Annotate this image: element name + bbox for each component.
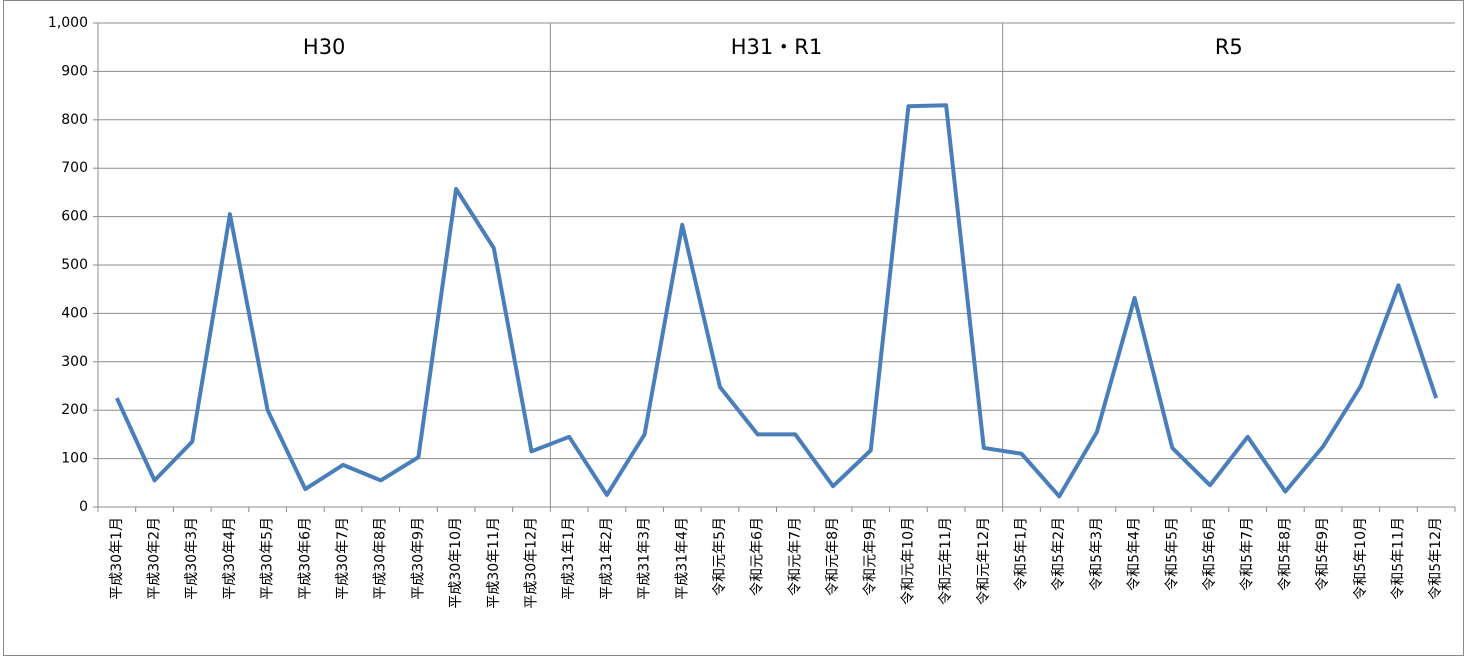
x-tick-label: 平成31年3月 — [637, 517, 653, 600]
x-tick-label: 令和5年3月 — [1089, 517, 1105, 591]
x-tick-label: 令和5年11月 — [1390, 517, 1406, 600]
x-tick-label: 平成30年3月 — [184, 517, 200, 600]
x-tick-label: 令和元年8月 — [825, 517, 841, 596]
x-tick-label: 令和5年12月 — [1428, 517, 1444, 600]
x-tick-label: 令和5年5月 — [1164, 517, 1180, 591]
y-tick-label: 1,000 — [48, 15, 88, 31]
x-tick-label: 平成30年5月 — [260, 517, 276, 600]
x-tick-label: 令和5年2月 — [1051, 517, 1067, 591]
x-tick-label: 平成30年12月 — [523, 517, 539, 609]
x-tick-label: 平成31年1月 — [561, 517, 577, 600]
x-tick-label: 平成30年7月 — [335, 517, 351, 600]
x-tick-label: 平成30年2月 — [147, 517, 163, 600]
y-tick-label: 400 — [61, 305, 88, 321]
x-tick-label: 令和5年9月 — [1315, 517, 1331, 591]
x-tick-label: 平成31年4月 — [674, 517, 690, 600]
x-tick-label: 令和5年1月 — [1014, 517, 1030, 591]
y-tick-label: 200 — [61, 402, 88, 418]
x-tick-label: 令和元年12月 — [976, 517, 992, 605]
x-tick-label: 平成30年4月 — [222, 517, 238, 600]
x-tick-label: 令和5年6月 — [1202, 517, 1218, 591]
x-tick-label: 令和元年5月 — [712, 517, 728, 596]
y-tick-label: 100 — [61, 451, 88, 467]
x-tick-label: 令和5年10月 — [1353, 517, 1369, 600]
data-line — [115, 103, 1439, 499]
x-tick-label: 令和5年8月 — [1277, 517, 1293, 591]
x-tick-label: 平成30年8月 — [373, 517, 389, 600]
section-label: H31・R1 — [731, 35, 822, 59]
x-tick-label: 令和元年10月 — [900, 517, 916, 605]
y-tick-label: 800 — [61, 112, 88, 128]
x-tick-label: 令和5年7月 — [1240, 517, 1256, 591]
x-tick-label: 令和元年9月 — [863, 517, 879, 596]
section-label: R5 — [1215, 35, 1243, 59]
y-tick-label: 500 — [61, 257, 88, 273]
x-tick-label: 令和元年11月 — [938, 517, 954, 605]
x-tick-label: 平成31年2月 — [599, 517, 615, 600]
x-tick-label: 令和元年7月 — [787, 517, 803, 596]
x-tick-label: 平成30年6月 — [297, 517, 313, 600]
x-tick-label: 令和5年4月 — [1127, 517, 1143, 591]
section-label: H30 — [303, 35, 346, 59]
x-tick-label: 平成30年10月 — [448, 517, 464, 609]
y-tick-label: 700 — [61, 160, 88, 176]
y-tick-label: 600 — [61, 209, 88, 225]
x-tick-label: 平成30年1月 — [109, 517, 125, 600]
x-tick-label: 令和元年6月 — [750, 517, 766, 596]
x-tick-label: 平成30年9月 — [410, 517, 426, 600]
y-tick-label: 300 — [61, 354, 88, 370]
y-tick-label: 0 — [79, 499, 88, 515]
y-tick-label: 900 — [61, 63, 88, 79]
chart-frame — [3, 0, 1464, 656]
x-tick-label: 平成30年11月 — [486, 517, 502, 609]
